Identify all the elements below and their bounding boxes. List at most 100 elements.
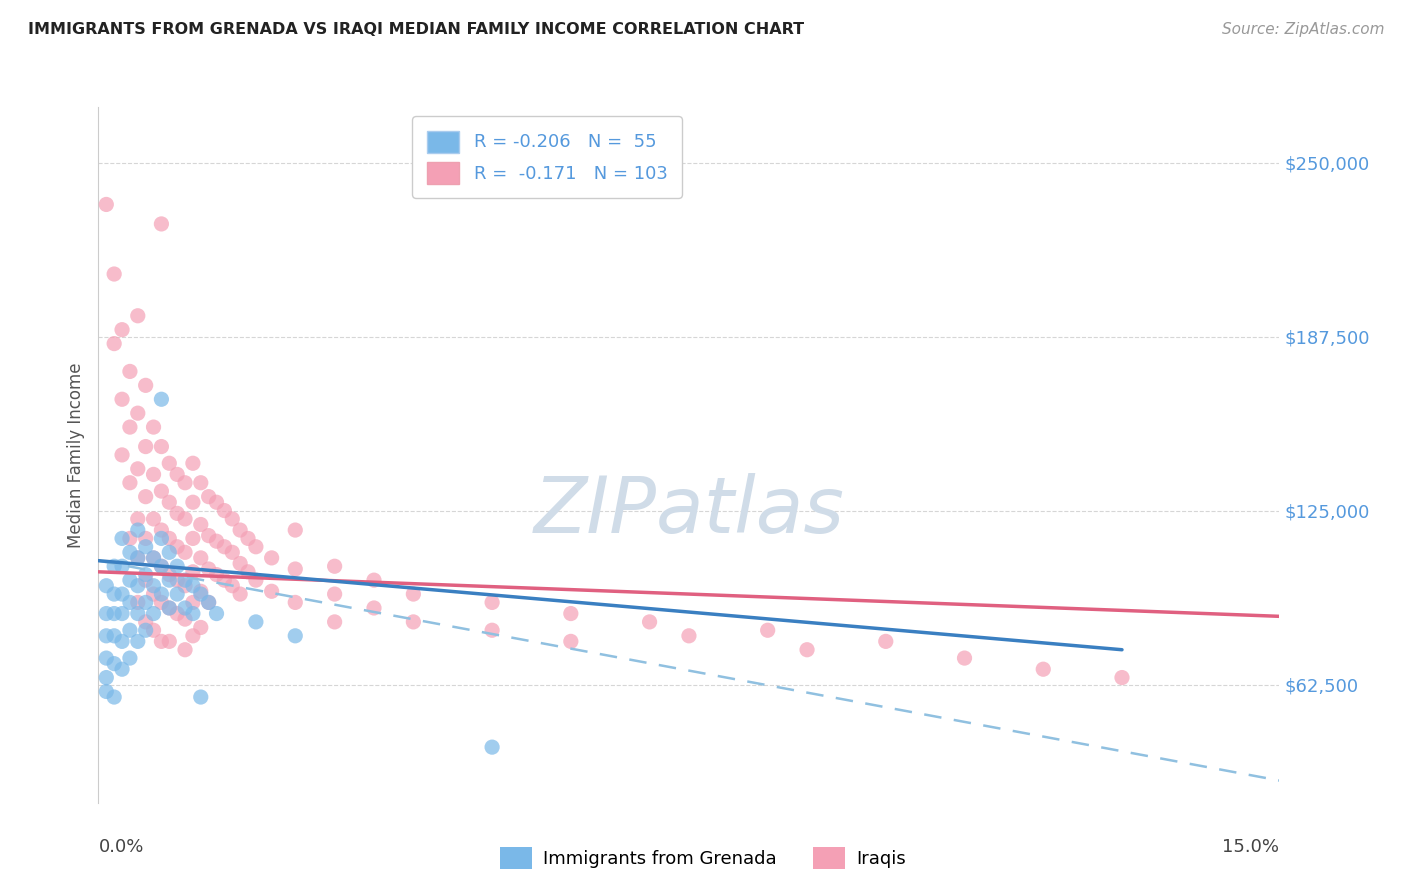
Point bbox=[103, 267, 125, 281]
Point bbox=[127, 607, 149, 621]
Point bbox=[103, 607, 125, 621]
Point bbox=[181, 579, 204, 593]
Point bbox=[205, 534, 228, 549]
Point bbox=[323, 559, 346, 574]
Point bbox=[190, 587, 212, 601]
Legend: Immigrants from Grenada, Iraqis: Immigrants from Grenada, Iraqis bbox=[491, 838, 915, 879]
Point bbox=[181, 565, 204, 579]
Point bbox=[166, 607, 188, 621]
Point bbox=[796, 642, 818, 657]
Point bbox=[166, 507, 188, 521]
Point bbox=[135, 567, 157, 582]
Point bbox=[111, 392, 134, 407]
Point bbox=[150, 217, 173, 231]
Point bbox=[142, 467, 165, 482]
Point bbox=[142, 579, 165, 593]
Point bbox=[135, 440, 157, 454]
Point bbox=[190, 620, 212, 634]
Point bbox=[236, 532, 259, 546]
Point bbox=[284, 595, 307, 609]
Point bbox=[150, 634, 173, 648]
Point bbox=[135, 624, 157, 638]
Point bbox=[363, 573, 385, 587]
Point bbox=[236, 565, 259, 579]
Point bbox=[111, 323, 134, 337]
Point bbox=[111, 607, 134, 621]
Point bbox=[127, 512, 149, 526]
Point bbox=[111, 634, 134, 648]
Point bbox=[135, 595, 157, 609]
Point bbox=[135, 378, 157, 392]
Y-axis label: Median Family Income: Median Family Income bbox=[66, 362, 84, 548]
Point bbox=[96, 671, 118, 685]
Text: IMMIGRANTS FROM GRENADA VS IRAQI MEDIAN FAMILY INCOME CORRELATION CHART: IMMIGRANTS FROM GRENADA VS IRAQI MEDIAN … bbox=[28, 22, 804, 37]
Point bbox=[214, 573, 236, 587]
Point bbox=[118, 573, 141, 587]
Legend: R = -0.206   N =  55, R =  -0.171   N = 103: R = -0.206 N = 55, R = -0.171 N = 103 bbox=[412, 116, 682, 198]
Point bbox=[260, 584, 283, 599]
Point bbox=[260, 550, 283, 565]
Point bbox=[197, 528, 219, 542]
Point bbox=[190, 550, 212, 565]
Point bbox=[127, 309, 149, 323]
Point bbox=[96, 629, 118, 643]
Point bbox=[111, 662, 134, 676]
Point bbox=[560, 607, 582, 621]
Point bbox=[229, 523, 252, 537]
Point bbox=[197, 490, 219, 504]
Point bbox=[157, 495, 180, 509]
Point bbox=[135, 573, 157, 587]
Point bbox=[756, 624, 779, 638]
Point bbox=[174, 601, 197, 615]
Point bbox=[678, 629, 700, 643]
Point bbox=[221, 512, 243, 526]
Point bbox=[157, 601, 180, 615]
Point bbox=[96, 197, 118, 211]
Point bbox=[150, 587, 173, 601]
Point bbox=[127, 462, 149, 476]
Point bbox=[135, 490, 157, 504]
Point bbox=[127, 634, 149, 648]
Point bbox=[127, 550, 149, 565]
Point bbox=[111, 448, 134, 462]
Point bbox=[96, 579, 118, 593]
Point bbox=[166, 587, 188, 601]
Point bbox=[245, 615, 267, 629]
Point bbox=[174, 512, 197, 526]
Point bbox=[229, 557, 252, 571]
Point bbox=[174, 612, 197, 626]
Point bbox=[157, 567, 180, 582]
Text: ZIPatlas: ZIPatlas bbox=[533, 473, 845, 549]
Point bbox=[190, 517, 212, 532]
Point bbox=[284, 629, 307, 643]
Point bbox=[118, 364, 141, 378]
Point bbox=[190, 690, 212, 704]
Point bbox=[245, 540, 267, 554]
Point bbox=[96, 684, 118, 698]
Point bbox=[135, 615, 157, 629]
Point bbox=[638, 615, 661, 629]
Point bbox=[103, 587, 125, 601]
Point bbox=[157, 456, 180, 470]
Point bbox=[205, 495, 228, 509]
Point bbox=[205, 567, 228, 582]
Point bbox=[157, 545, 180, 559]
Point bbox=[118, 651, 141, 665]
Point bbox=[197, 595, 219, 609]
Point bbox=[284, 562, 307, 576]
Point bbox=[174, 475, 197, 490]
Point bbox=[229, 587, 252, 601]
Point bbox=[150, 440, 173, 454]
Point bbox=[197, 562, 219, 576]
Point bbox=[150, 392, 173, 407]
Point bbox=[135, 540, 157, 554]
Point bbox=[166, 559, 188, 574]
Point bbox=[190, 584, 212, 599]
Point bbox=[103, 559, 125, 574]
Point bbox=[103, 657, 125, 671]
Point bbox=[166, 573, 188, 587]
Point bbox=[96, 651, 118, 665]
Point bbox=[142, 550, 165, 565]
Point bbox=[157, 573, 180, 587]
Point bbox=[181, 532, 204, 546]
